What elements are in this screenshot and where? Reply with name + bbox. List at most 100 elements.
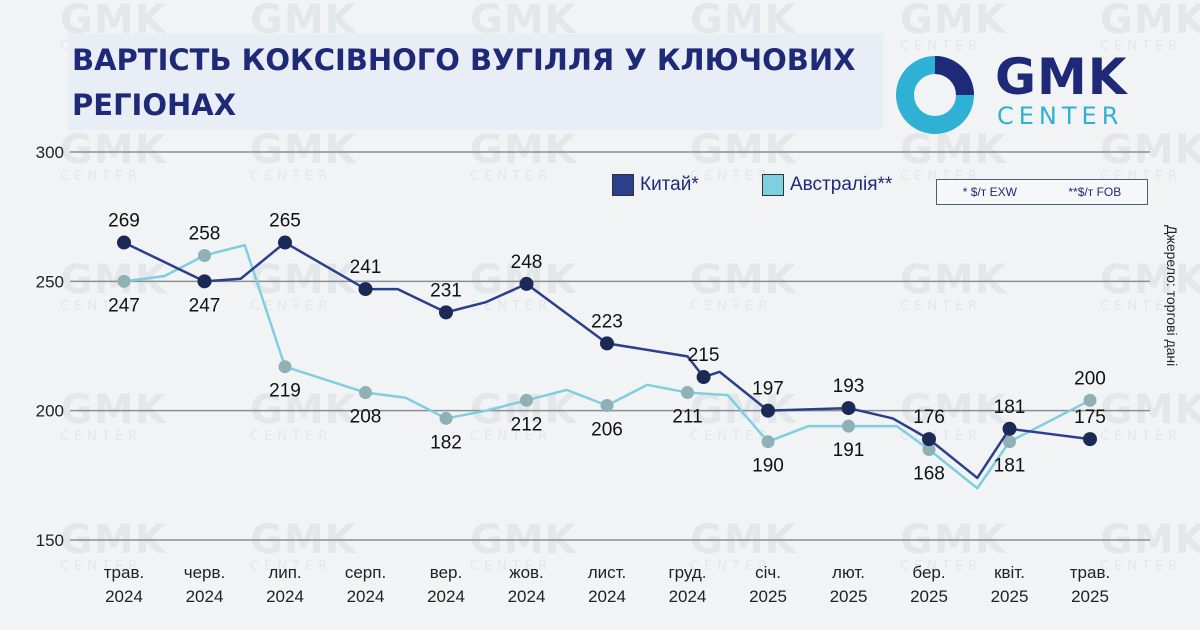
data-label-china: 247 [189, 295, 221, 316]
data-label-china: 248 [511, 252, 543, 273]
x-tick-year: 2024 [427, 587, 465, 606]
data-label-australia: 219 [269, 381, 301, 402]
data-point-china [1083, 432, 1097, 447]
data-label-australia: 212 [511, 414, 543, 435]
data-point-china [278, 235, 292, 250]
data-label-china: 197 [752, 379, 784, 400]
title-banner [68, 34, 883, 130]
data-point-australia [198, 248, 211, 262]
y-tick-label: 250 [36, 272, 64, 291]
logo-ring-icon [896, 56, 974, 134]
data-point-china [117, 235, 131, 250]
legend-swatch-australia [762, 174, 784, 196]
series-line-china [123, 241, 1091, 480]
data-point-australia [842, 419, 855, 433]
legend-label-australia: Австралія** [790, 174, 893, 195]
source-note: Джерело: торгові дані [1164, 225, 1180, 367]
legend-label-china: Китай* [640, 174, 699, 195]
data-point-china [841, 401, 856, 416]
data-label-china: 175 [1074, 407, 1106, 428]
legend-item-china: Китай* [612, 174, 699, 196]
unit-note-china: * $/т EXW [962, 185, 1017, 199]
x-tick-label: трав. [104, 563, 144, 582]
data-label-china: 231 [430, 280, 462, 301]
data-label-china: 241 [350, 257, 382, 278]
data-point-australia [278, 360, 292, 374]
x-tick-label: черв. [184, 563, 226, 582]
data-point-china [600, 336, 614, 351]
data-label-australia: 182 [430, 432, 462, 453]
logo-wordmark: GMK [995, 48, 1128, 106]
data-label-australia: 211 [672, 407, 702, 428]
x-tick-year: 2024 [669, 587, 707, 606]
data-point-australia [359, 386, 372, 400]
unit-note-box: * $/т EXW **$/т FOB [936, 179, 1148, 205]
unit-note-australia: **$/т FOB [1068, 185, 1122, 199]
x-tick-label: трав. [1070, 563, 1110, 582]
data-point-australia [922, 442, 936, 456]
data-point-china [1002, 421, 1017, 436]
data-point-australia [1083, 393, 1097, 407]
x-tick-label: лип. [268, 563, 301, 582]
data-label-australia: 190 [752, 456, 784, 477]
x-tick-label: серп. [345, 563, 386, 582]
data-label-australia: 206 [591, 419, 623, 440]
data-point-australia [439, 411, 453, 425]
y-tick-label: 150 [36, 531, 64, 550]
data-point-china [197, 274, 212, 289]
data-point-australia [117, 274, 131, 288]
legend-item-australia: Австралія** [762, 174, 892, 196]
data-point-australia [681, 386, 694, 400]
x-tick-year: 2025 [1071, 587, 1109, 606]
data-label-australia: 181 [994, 456, 1026, 477]
x-tick-label: квіт. [994, 563, 1025, 582]
data-point-china [519, 276, 534, 291]
data-point-australia [761, 435, 775, 449]
y-tick-label: 300 [36, 143, 64, 162]
data-label-australia: 247 [108, 295, 140, 316]
x-tick-label: бер. [912, 563, 945, 582]
x-tick-year: 2025 [991, 587, 1029, 606]
data-label-australia: 191 [833, 440, 865, 461]
x-tick-label: груд. [668, 563, 706, 582]
data-label-china: 193 [833, 376, 865, 397]
x-tick-year: 2024 [347, 587, 385, 606]
x-tick-label: лют. [832, 563, 865, 582]
data-label-china: 215 [688, 345, 720, 366]
data-label-china: 223 [591, 311, 623, 332]
data-label-china: 176 [913, 407, 945, 428]
data-point-china [358, 282, 373, 297]
data-label-australia: 200 [1074, 368, 1106, 389]
data-point-china [922, 432, 936, 447]
logo-subtitle: CENTER [997, 102, 1124, 130]
x-tick-year: 2025 [830, 587, 868, 606]
x-tick-year: 2024 [266, 587, 304, 606]
gmk-center-logo: GMK CENTER [890, 48, 1150, 140]
x-tick-year: 2024 [186, 587, 224, 606]
x-tick-year: 2025 [910, 587, 948, 606]
x-tick-year: 2024 [588, 587, 626, 606]
data-point-china [439, 305, 453, 320]
x-tick-label: лист. [588, 563, 627, 582]
data-point-china [696, 370, 711, 385]
data-label-australia: 168 [913, 463, 945, 484]
data-point-australia [1003, 435, 1016, 449]
x-tick-year: 2025 [749, 587, 787, 606]
data-label-china: 265 [269, 211, 301, 232]
data-point-australia [600, 398, 614, 412]
data-label-australia: 258 [189, 223, 221, 244]
data-label-china: 181 [994, 397, 1026, 418]
